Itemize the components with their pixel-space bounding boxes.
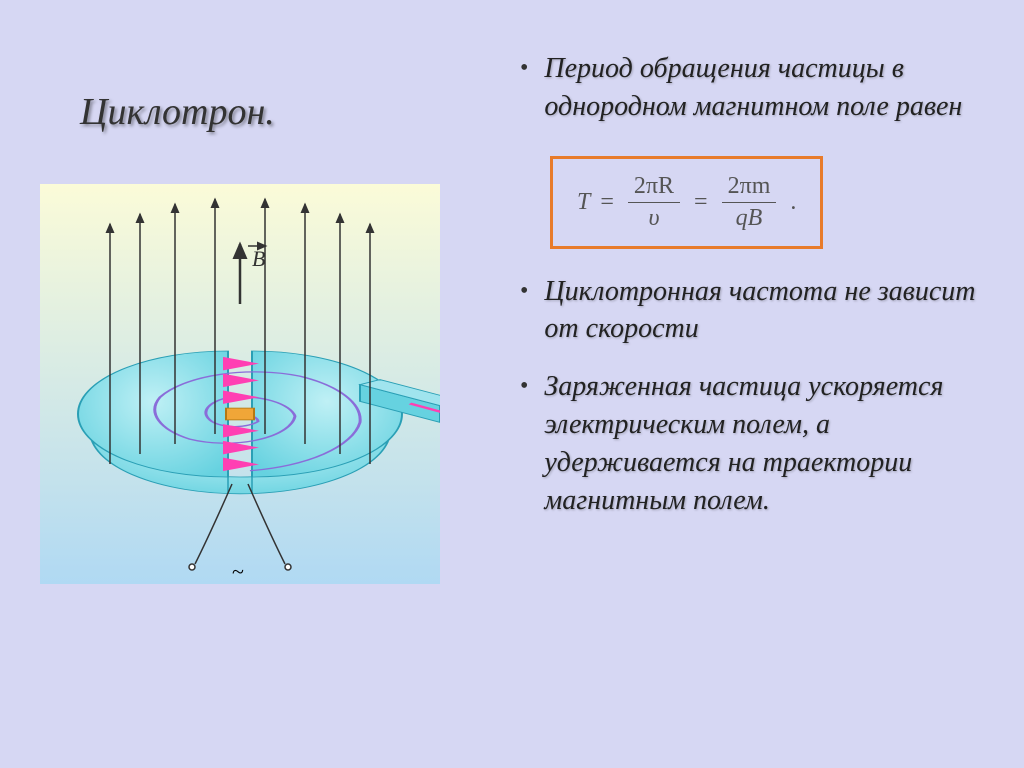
formula-frac2: 2πm qB xyxy=(722,173,777,232)
bullet-text-3: Заряженная частица ускоряется электричес… xyxy=(544,368,994,519)
bullet-dot-icon: • xyxy=(520,279,528,303)
b-vector-label: B xyxy=(252,246,265,271)
frac1-den: υ xyxy=(642,203,665,232)
slide-title: Циклотрон. xyxy=(80,90,480,134)
bullet-dot-icon: • xyxy=(520,374,528,398)
frac2-den: qB xyxy=(730,203,769,232)
right-column: • Период обращения частицы в однородном … xyxy=(480,30,994,738)
formula-eq2: = xyxy=(694,189,708,216)
bullet-text-1: Период обращения частицы в однородном ма… xyxy=(544,50,994,126)
formula-box: T = 2πR υ = 2πm qB . xyxy=(550,156,823,249)
cyclotron-diagram: B ~ xyxy=(40,184,440,584)
ac-symbol: ~ xyxy=(232,559,244,584)
bullet-1: • Период обращения частицы в однородном … xyxy=(520,50,994,126)
left-column: Циклотрон. xyxy=(40,30,480,738)
formula-tail: . xyxy=(790,189,796,216)
bullet-3: • Заряженная частица ускоряется электрич… xyxy=(520,368,994,519)
bullet-dot-icon: • xyxy=(520,56,528,80)
cyclotron-svg: B ~ xyxy=(40,184,440,584)
formula-eq1: = xyxy=(600,189,614,216)
frac1-num: 2πR xyxy=(628,173,680,203)
formula-frac1: 2πR υ xyxy=(628,173,680,232)
frac2-num: 2πm xyxy=(722,173,777,203)
formula-lhs: T xyxy=(577,189,590,216)
period-formula: T = 2πR υ = 2πm qB . xyxy=(577,173,796,232)
slide-root: Циклотрон. xyxy=(0,0,1024,768)
bullet-2: • Циклотронная частота не зависит от ско… xyxy=(520,273,994,349)
bullet-text-2: Циклотронная частота не зависит от скоро… xyxy=(544,273,994,349)
